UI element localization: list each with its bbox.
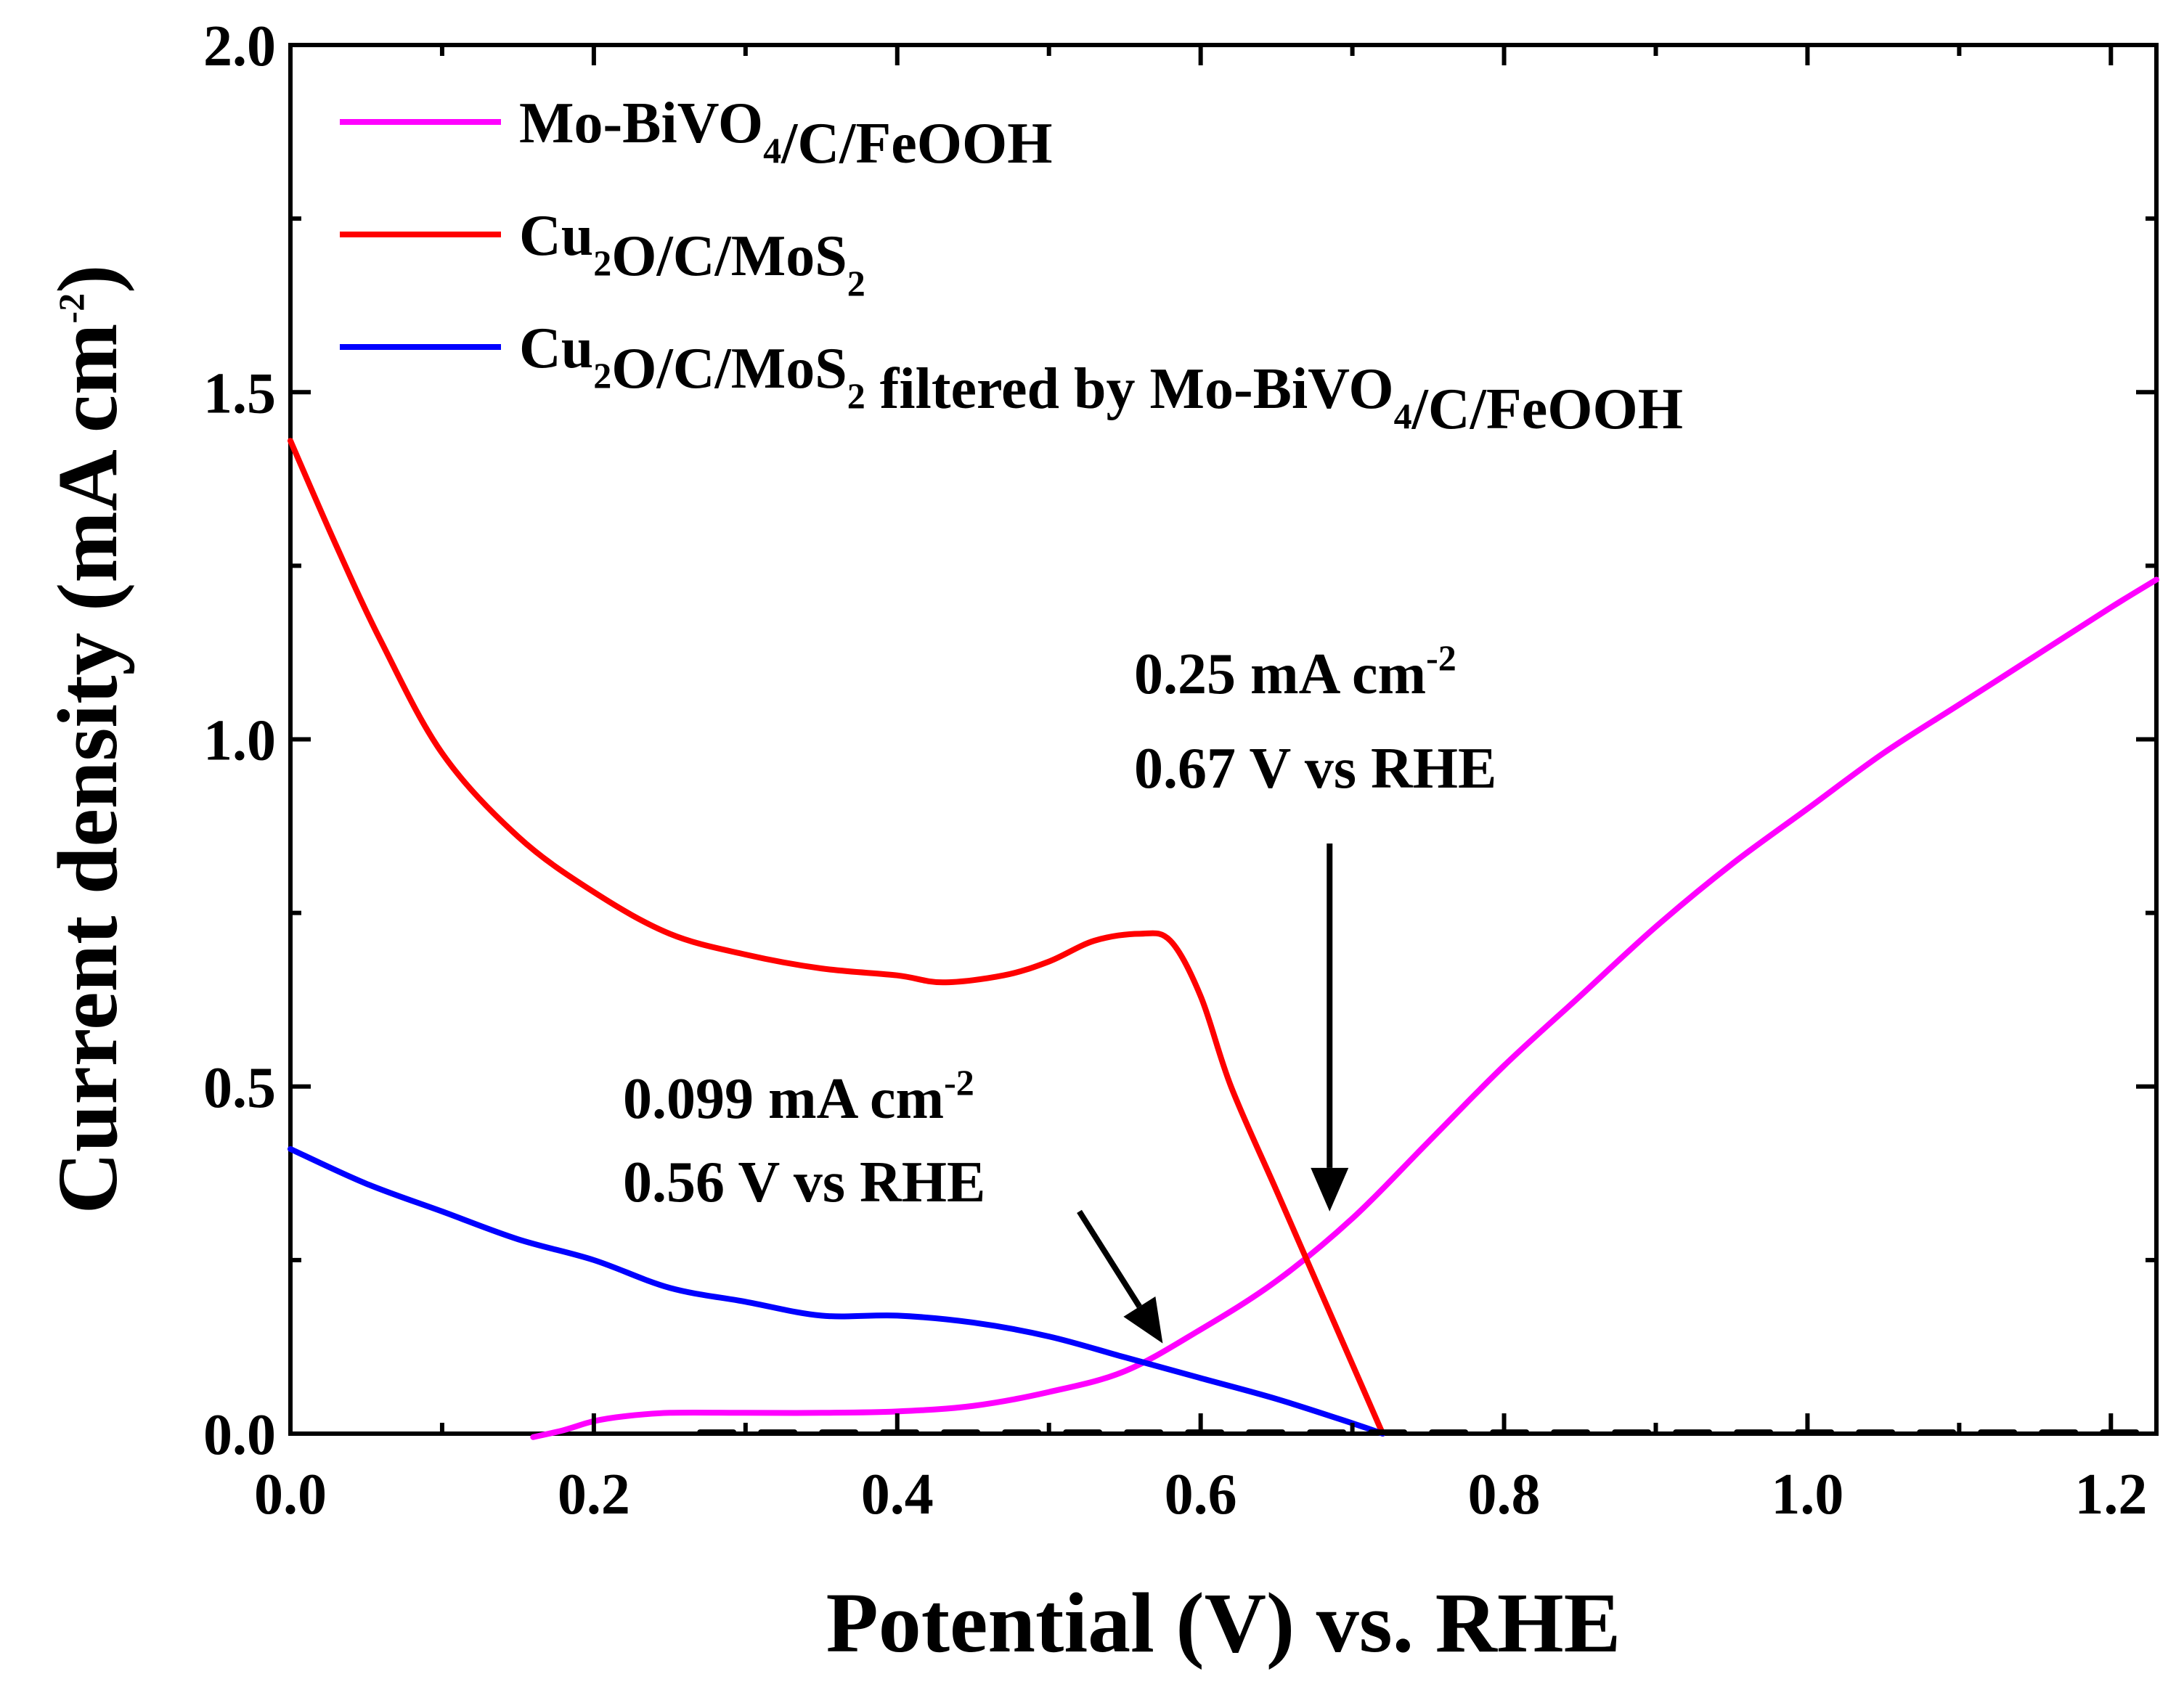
y-tick-label: 0.5 [203, 1056, 276, 1120]
y-tick-label: 2.0 [203, 15, 276, 78]
y-axis-title-main: Current density (mA cm [40, 324, 135, 1214]
series-line-3 [288, 1145, 1386, 1437]
legend-label-text: O/C/MoS [611, 337, 847, 401]
legend-label-text: /C/FeOOH [781, 112, 1052, 176]
y-tick-label: 1.5 [203, 362, 276, 425]
y-axis-title-close: ) [40, 265, 135, 293]
y-axis-ticks: 0.0 0.5 1.0 1.5 2.0 [203, 15, 2156, 1467]
x-tick-label: 0.2 [558, 1463, 630, 1527]
annotation-value-main: 0.099 mA cm [623, 1067, 944, 1131]
annotation-value-sup: -2 [1426, 637, 1456, 678]
legend-label-3: Cu2O/C/MoS2 filtered by Mo-BiVO4/C/FeOOH [519, 316, 1683, 441]
annotation-arrow-head-2 [1123, 1296, 1163, 1344]
legend-label-text: filtered by Mo-BiVO [865, 357, 1394, 421]
legend-label-subscript: 2 [847, 263, 865, 303]
annotation-value-sup: -2 [944, 1062, 974, 1103]
plot-area: 0.0 0.2 0.4 0.6 0.8 1.0 1.2 0.0 0.5 1.0 1.5 2.0 0.… [203, 15, 2159, 1527]
annotation-value-1: 0.25 mA cm-2 [1134, 637, 1456, 706]
legend-label-subscript: 2 [593, 242, 611, 283]
y-tick-label: 0.0 [203, 1403, 276, 1467]
annotation-value-main: 0.25 mA cm [1134, 642, 1426, 706]
series-line-2 [288, 438, 1386, 1437]
legend-label-subscript: 2 [847, 375, 865, 416]
annotation-arrow-head-1 [1311, 1167, 1349, 1212]
legend-label-subscript: 4 [1394, 396, 1412, 436]
x-tick-label: 0.0 [254, 1463, 327, 1527]
annotation-arrow-shaft-2 [1077, 1209, 1142, 1309]
x-tick-label: 0.6 [1165, 1463, 1237, 1527]
legend-label-text: O/C/MoS [611, 224, 847, 288]
y-tick-label: 1.0 [203, 709, 276, 773]
legend-label-text: Mo-BiVO [519, 91, 763, 155]
legend-label-1: Mo-BiVO4/C/FeOOH [519, 91, 1052, 176]
legend-label-text: Cu [519, 204, 593, 268]
x-axis-title: Potential (V) vs. RHE [826, 1575, 1621, 1670]
x-tick-label: 0.8 [1468, 1463, 1541, 1527]
legend-label-text: Cu [519, 316, 593, 380]
y-axis-title: Current density (mA cm-2) [40, 265, 135, 1214]
y-axis-title-sup: -2 [51, 293, 91, 324]
x-axis-ticks: 0.0 0.2 0.4 0.6 0.8 1.0 1.2 [254, 45, 2147, 1527]
x-tick-label: 1.2 [2074, 1463, 2147, 1527]
legend-label-2: Cu2O/C/MoS2 [519, 204, 865, 303]
x-tick-label: 0.4 [861, 1463, 934, 1527]
annotation-potential-1: 0.67 V vs RHE [1134, 737, 1496, 801]
series-line-1 [530, 576, 2159, 1440]
legend-label-subscript: 4 [763, 130, 781, 171]
x-tick-label: 1.0 [1771, 1463, 1843, 1527]
annotation-potential-2: 0.56 V vs RHE [623, 1151, 985, 1214]
annotation-value-2: 0.099 mA cm-2 [623, 1062, 974, 1131]
legend-label-subscript: 2 [593, 355, 611, 396]
legend-label-text: /C/FeOOH [1411, 377, 1683, 441]
series-layer [288, 438, 2159, 1440]
